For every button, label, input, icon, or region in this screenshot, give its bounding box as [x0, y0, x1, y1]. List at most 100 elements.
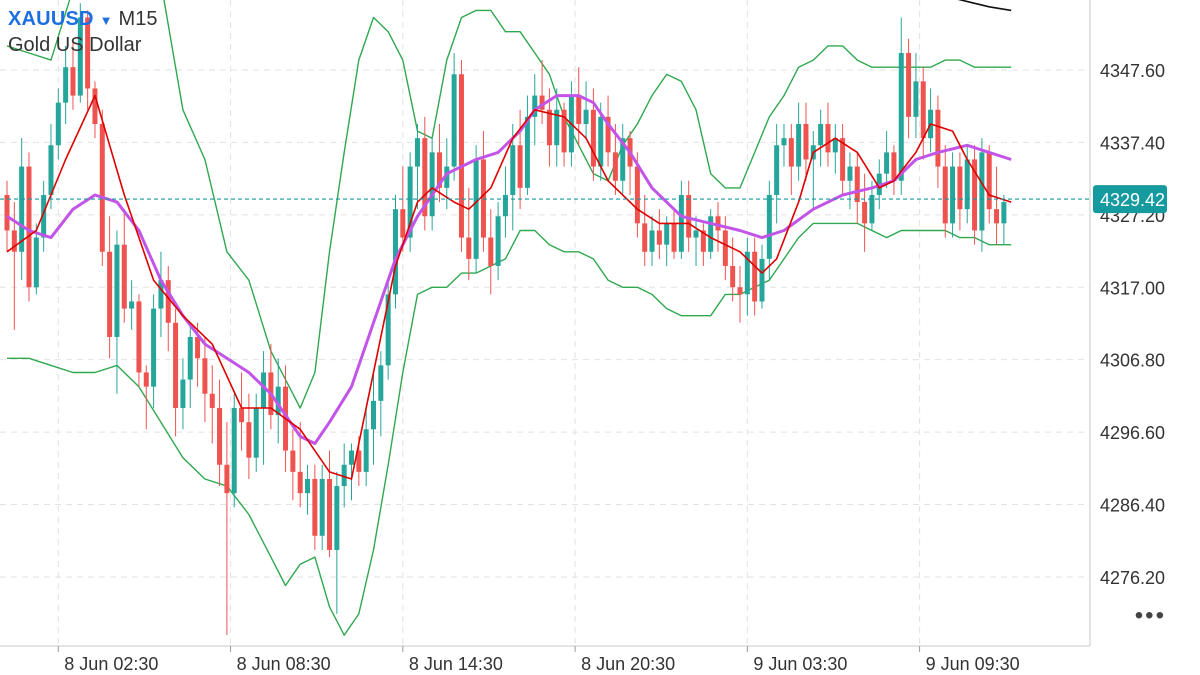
candle — [41, 180, 47, 252]
candle — [275, 358, 281, 444]
candle — [473, 145, 479, 274]
timeframe-label[interactable]: M15 — [118, 8, 158, 30]
candle — [854, 152, 860, 224]
candle — [862, 173, 868, 252]
candle — [656, 209, 662, 259]
candle — [77, 3, 83, 103]
candle — [436, 123, 442, 203]
candle — [737, 265, 743, 323]
candle — [451, 52, 457, 181]
candle — [114, 230, 120, 394]
candle — [55, 88, 61, 160]
candle — [803, 102, 809, 181]
candles — [4, 3, 1007, 636]
candle — [847, 152, 853, 210]
candle — [583, 81, 589, 139]
candle — [678, 180, 684, 259]
candle — [187, 322, 193, 408]
candle — [942, 145, 948, 238]
candle — [671, 209, 677, 259]
candle — [539, 60, 545, 124]
candle — [92, 81, 98, 139]
candle — [173, 308, 179, 437]
bollinger-bands — [6, 0, 1012, 636]
time-axis[interactable]: 8 Jun 02:30 8 Jun 08:30 8 Jun 14:30 8 Jun 2… — [57, 646, 1020, 674]
price-tick-label: 4317.00 — [1100, 278, 1165, 298]
candle — [341, 443, 347, 508]
candle — [642, 194, 648, 266]
candle — [781, 123, 787, 167]
candle — [693, 216, 699, 266]
current-price-value: 4329.42 — [1100, 190, 1165, 210]
price-tick-label: 4276.20 — [1100, 568, 1165, 588]
candle — [26, 152, 32, 302]
candle — [385, 280, 391, 380]
candle — [129, 280, 135, 330]
price-axis[interactable]: 4347.604337.404327.204317.004306.804296.… — [1100, 61, 1165, 588]
candle — [334, 471, 340, 614]
candle — [935, 95, 941, 188]
candle — [99, 109, 105, 266]
candle — [246, 393, 252, 479]
candle — [136, 294, 142, 387]
candle — [378, 351, 384, 437]
price-tick-label: 4296.60 — [1100, 423, 1165, 443]
candle — [143, 365, 149, 430]
price-tick-label: 4347.60 — [1100, 61, 1165, 81]
candle — [19, 138, 25, 281]
candle — [913, 52, 919, 139]
time-tick-label: 8 Jun 02:30 — [64, 654, 158, 674]
candle — [840, 123, 846, 195]
candle — [63, 45, 69, 124]
candle — [986, 145, 992, 224]
long-moving-average — [957, 0, 1012, 12]
candle — [407, 152, 413, 252]
candle — [33, 223, 39, 295]
candle — [891, 145, 897, 195]
candle — [620, 123, 626, 195]
symbol-selector[interactable]: XAUUSD — [8, 8, 94, 30]
candle — [796, 102, 802, 181]
candle — [517, 109, 523, 210]
slow-ma-line — [6, 94, 1012, 445]
price-tick-label: 4286.40 — [1100, 496, 1165, 516]
candle — [920, 67, 926, 160]
candle — [319, 464, 325, 550]
candle — [121, 209, 127, 323]
candle — [884, 131, 890, 188]
long-ma-line — [957, 0, 1012, 12]
candle — [686, 180, 692, 252]
candle — [70, 38, 76, 110]
candle — [524, 95, 530, 195]
candle — [253, 393, 259, 472]
candle — [429, 138, 435, 231]
candle — [4, 180, 10, 252]
candle — [231, 393, 237, 508]
candle — [766, 180, 772, 281]
candle — [972, 145, 978, 245]
more-options-icon[interactable]: ••• — [1134, 602, 1166, 629]
chevron-down-icon[interactable]: ▼ — [99, 13, 113, 28]
bollinger-upper-line — [6, 0, 1012, 409]
candle — [158, 251, 164, 337]
candle — [1001, 194, 1007, 245]
candle — [818, 109, 824, 167]
current-price-label: 4329.42 — [1093, 185, 1167, 214]
candle — [85, 10, 91, 110]
candle — [224, 422, 230, 636]
candle — [906, 38, 912, 139]
candle — [165, 265, 171, 352]
candle — [832, 123, 838, 174]
time-tick-label: 9 Jun 03:30 — [753, 654, 847, 674]
candle — [217, 379, 223, 487]
candle — [202, 336, 208, 423]
price-tick-label: 4337.40 — [1100, 133, 1165, 153]
candle — [554, 88, 560, 167]
instrument-description: Gold US Dollar — [8, 34, 142, 56]
candle — [627, 131, 633, 195]
candle — [957, 152, 963, 231]
moving-averages — [6, 94, 1012, 480]
candle — [11, 202, 17, 330]
candle — [488, 209, 494, 295]
